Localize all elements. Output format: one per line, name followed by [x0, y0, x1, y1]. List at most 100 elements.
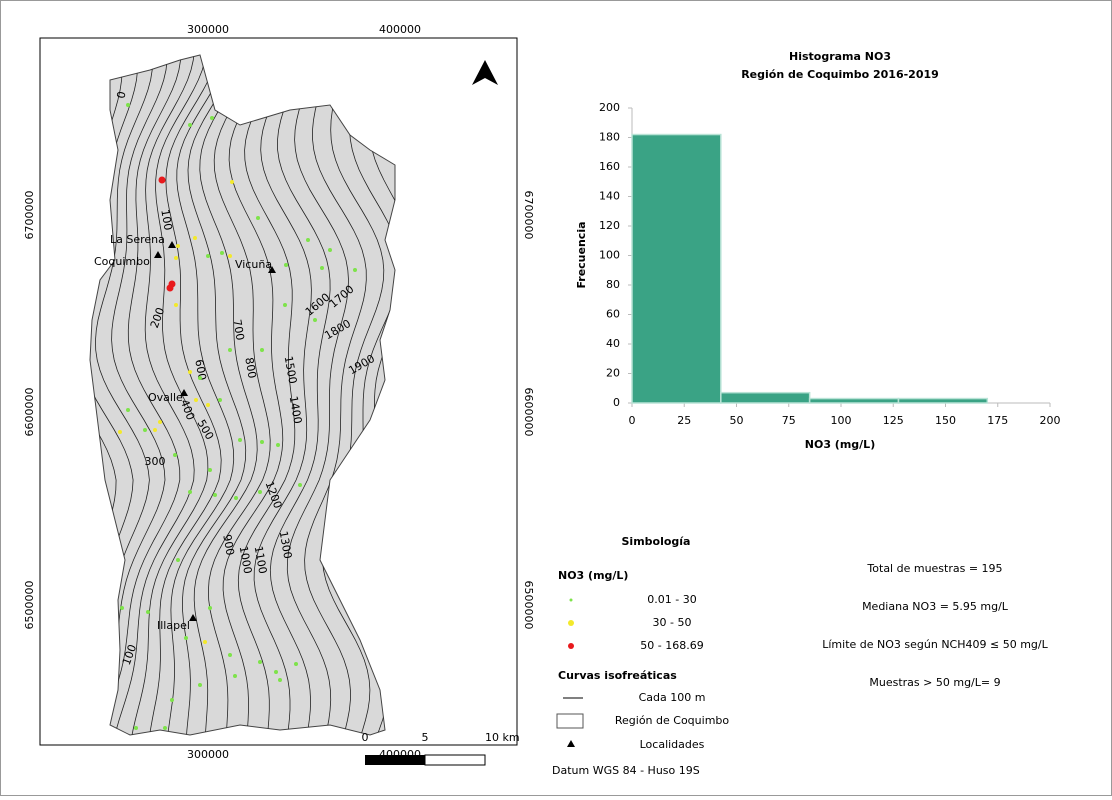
legend-datum: Datum WGS 84 - Huso 19S [552, 764, 700, 777]
x-axis-label: NO3 (mg/L) [805, 438, 875, 451]
x-coord: 300000 [187, 23, 229, 36]
x-tick-label: 50 [730, 414, 744, 427]
y-coord: 6600000 [23, 388, 36, 437]
sample-point [167, 285, 174, 292]
sample-point [118, 430, 122, 434]
chart-title: Histograma NO3 [789, 50, 891, 63]
sample-point [184, 636, 188, 640]
place-label: Vicuña [235, 258, 272, 271]
legend-subtitle: Curvas isofreáticas [558, 669, 677, 682]
sample-point [126, 408, 130, 412]
sample-point [188, 370, 192, 374]
y-coord: 6600000 [522, 388, 535, 437]
sample-point [258, 490, 262, 494]
legend-title: Simbología [622, 535, 691, 548]
y-tick-label: 120 [599, 219, 620, 232]
sample-point [206, 254, 210, 258]
bar [632, 135, 721, 403]
scale-label: 0 [362, 731, 369, 744]
legend-label: Región de Coquimbo [615, 714, 730, 727]
stat-line: Total de muestras = 195 [866, 562, 1002, 575]
sample-point [203, 640, 207, 644]
x-tick-label: 150 [935, 414, 956, 427]
legend-label: Localidades [640, 738, 705, 751]
sample-point [198, 683, 202, 687]
sample-point [206, 403, 210, 407]
region [90, 55, 395, 735]
legend-label: Cada 100 m [639, 691, 706, 704]
sample-point [230, 180, 234, 184]
sample-point [170, 698, 174, 702]
sample-point [276, 443, 280, 447]
sample-point [353, 268, 357, 272]
y-coord: 6500000 [522, 581, 535, 630]
y-coord: 6700000 [522, 191, 535, 240]
sample-point [220, 251, 224, 255]
sample-point [213, 493, 217, 497]
sample-point [260, 348, 264, 352]
legend-label: 0.01 - 30 [647, 593, 696, 606]
x-tick-label: 100 [831, 414, 852, 427]
place-label: Illapel [157, 619, 190, 632]
legend-subtitle: NO3 (mg/L) [558, 569, 628, 582]
sample-point [256, 216, 260, 220]
legend-box [557, 714, 583, 728]
sample-point [173, 453, 177, 457]
y-tick-label: 140 [599, 190, 620, 203]
chart-subtitle: Región de Coquimbo 2016-2019 [741, 68, 939, 81]
x-tick-label: 75 [782, 414, 796, 427]
y-tick-label: 0 [613, 396, 620, 409]
sample-point [193, 236, 197, 240]
place-label: Ovalle [148, 391, 183, 404]
legend-dot [568, 643, 574, 649]
sample-point [174, 303, 178, 307]
legend-label: 50 - 168.69 [640, 639, 703, 652]
sample-point [274, 670, 278, 674]
sample-point [228, 348, 232, 352]
y-tick-label: 60 [606, 308, 620, 321]
legend-triangle [567, 740, 575, 747]
scale-label: 5 [422, 731, 429, 744]
sample-point [208, 468, 212, 472]
y-tick-label: 100 [599, 249, 620, 262]
x-tick-label: 175 [987, 414, 1008, 427]
stat-line: Muestras > 50 mg/L= 9 [869, 676, 1000, 689]
sample-point [233, 674, 237, 678]
y-coord: 6500000 [23, 581, 36, 630]
scale-label: 10 km [485, 731, 520, 744]
sample-point [208, 606, 212, 610]
sample-point [313, 318, 317, 322]
bar [721, 393, 810, 403]
y-tick-label: 80 [606, 278, 620, 291]
sample-point [120, 606, 124, 610]
scale-bar [425, 755, 485, 765]
legend-dot [568, 620, 574, 626]
sample-point [163, 726, 167, 730]
histogram: Histograma NO3 Región de Coquimbo 2016-20… [575, 50, 1061, 451]
sample-point [260, 440, 264, 444]
bar [810, 399, 899, 403]
y-tick-label: 40 [606, 337, 620, 350]
page: 3000003000004000004000006700000670000066… [0, 0, 1112, 796]
sample-point [210, 116, 214, 120]
place-label: La Serena [110, 233, 165, 246]
sample-point [294, 662, 298, 666]
sample-point [146, 610, 150, 614]
x-coord: 300000 [187, 748, 229, 761]
y-tick-label: 20 [606, 367, 620, 380]
stat-line: Límite de NO3 según NCH409 ≤ 50 mg/L [822, 638, 1048, 651]
x-coord: 400000 [379, 23, 421, 36]
sample-point [194, 398, 198, 402]
x-tick-label: 125 [883, 414, 904, 427]
sample-point [176, 244, 180, 248]
x-tick-label: 25 [677, 414, 691, 427]
contour-label: 300 [145, 455, 166, 468]
sample-point [198, 376, 202, 380]
sample-point [298, 483, 302, 487]
y-coord: 6700000 [23, 191, 36, 240]
legend-dot [570, 599, 573, 602]
sample-point [174, 256, 178, 260]
sample-point [283, 303, 287, 307]
sample-point [153, 428, 157, 432]
